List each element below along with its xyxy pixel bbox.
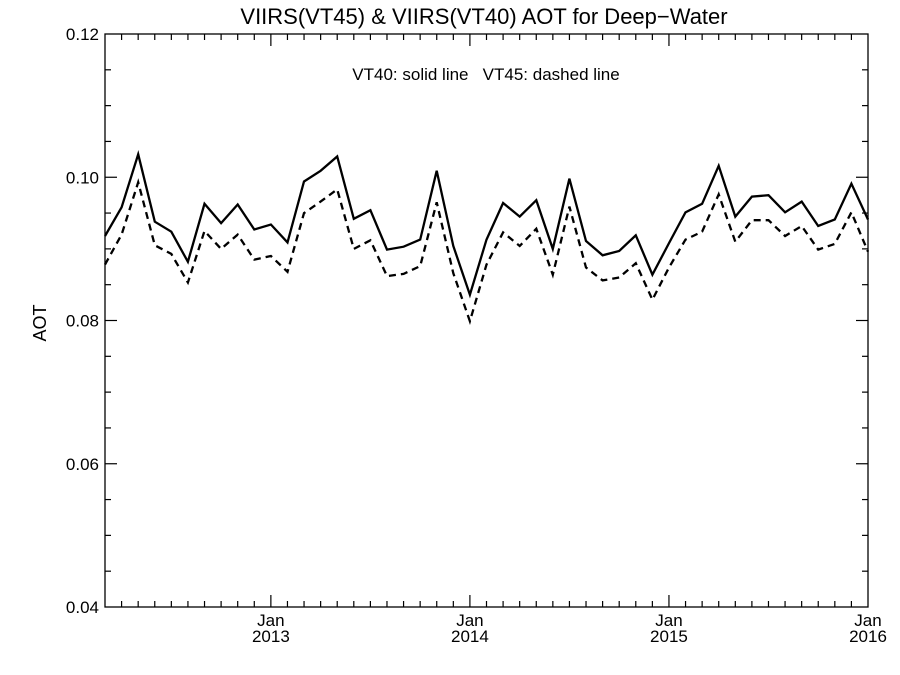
y-tick-label: 0.06: [66, 455, 99, 474]
chart-title: VIIRS(VT45) & VIIRS(VT40) AOT for Deep−W…: [240, 4, 727, 29]
x-tick-label-year: 2014: [451, 627, 489, 646]
y-tick-label: 0.04: [66, 598, 99, 617]
y-tick-label: 0.08: [66, 312, 99, 331]
x-tick-label-month: Jan: [655, 611, 682, 630]
x-tick-label-month: Jan: [456, 611, 483, 630]
x-tick-label-month: Jan: [257, 611, 284, 630]
series-line-vt40: [104, 150, 870, 299]
y-tick-label: 0.12: [66, 25, 99, 44]
y-axis-label: AOT: [30, 304, 50, 341]
x-tick-label-year: 2016: [849, 627, 887, 646]
axes: 0.040.060.080.100.12Jan2013Jan2014Jan201…: [66, 25, 887, 646]
series-line-vt45: [103, 178, 870, 325]
x-tick-label-year: 2015: [650, 627, 688, 646]
series-group: [103, 150, 870, 325]
x-tick-label-month: Jan: [854, 611, 881, 630]
x-tick-label-year: 2013: [252, 627, 290, 646]
y-tick-label: 0.10: [66, 168, 99, 187]
legend-annotation: VT40: solid line VT45: dashed line: [352, 65, 619, 84]
plot-frame: [104, 33, 869, 608]
